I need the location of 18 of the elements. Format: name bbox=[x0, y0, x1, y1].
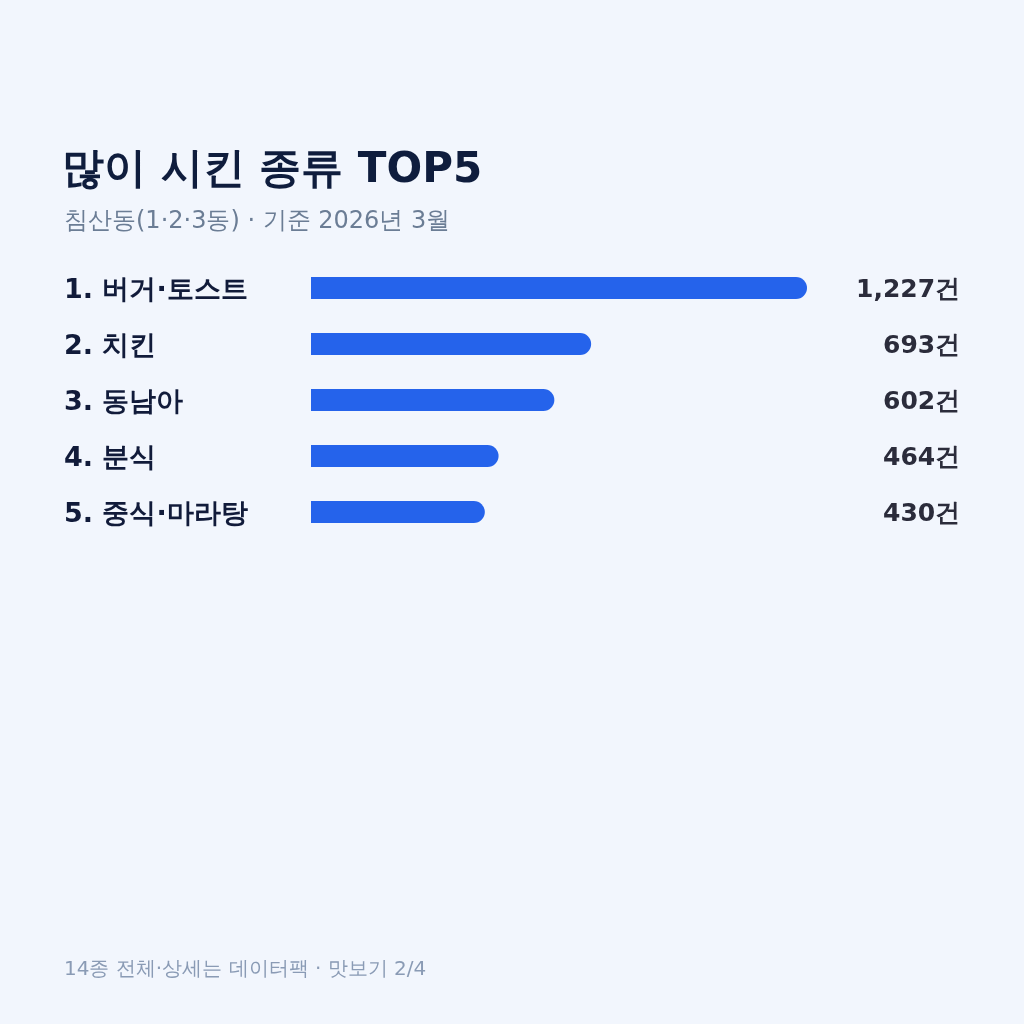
data-label: 602건 bbox=[883, 386, 961, 415]
chart-title: 많이 시킨 종류 TOP5 bbox=[62, 142, 483, 192]
y-tick-label: 1. 버거·토스트 bbox=[64, 273, 248, 304]
y-tick-label: 2. 치킨 bbox=[64, 329, 157, 360]
y-tick-label: 3. 동남아 bbox=[64, 385, 184, 416]
data-label: 693건 bbox=[883, 330, 961, 359]
data-label: 430건 bbox=[883, 498, 961, 527]
y-tick-label: 5. 중식·마라탕 bbox=[64, 497, 248, 528]
text: 14종 전체·상세는 데이터팩 · 맛보기 2/4 bbox=[64, 956, 427, 980]
y-tick-label: 4. 분식 bbox=[64, 441, 157, 472]
bar bbox=[311, 501, 485, 523]
bar bbox=[311, 277, 807, 299]
data-label: 464건 bbox=[883, 442, 961, 471]
chart-subtitle: 침산동(1·2·3동) · 기준 2026년 3월 bbox=[64, 206, 451, 234]
bar bbox=[311, 389, 555, 411]
data-label: 1,227건 bbox=[856, 274, 961, 303]
bar bbox=[311, 333, 592, 355]
bar bbox=[311, 445, 499, 467]
